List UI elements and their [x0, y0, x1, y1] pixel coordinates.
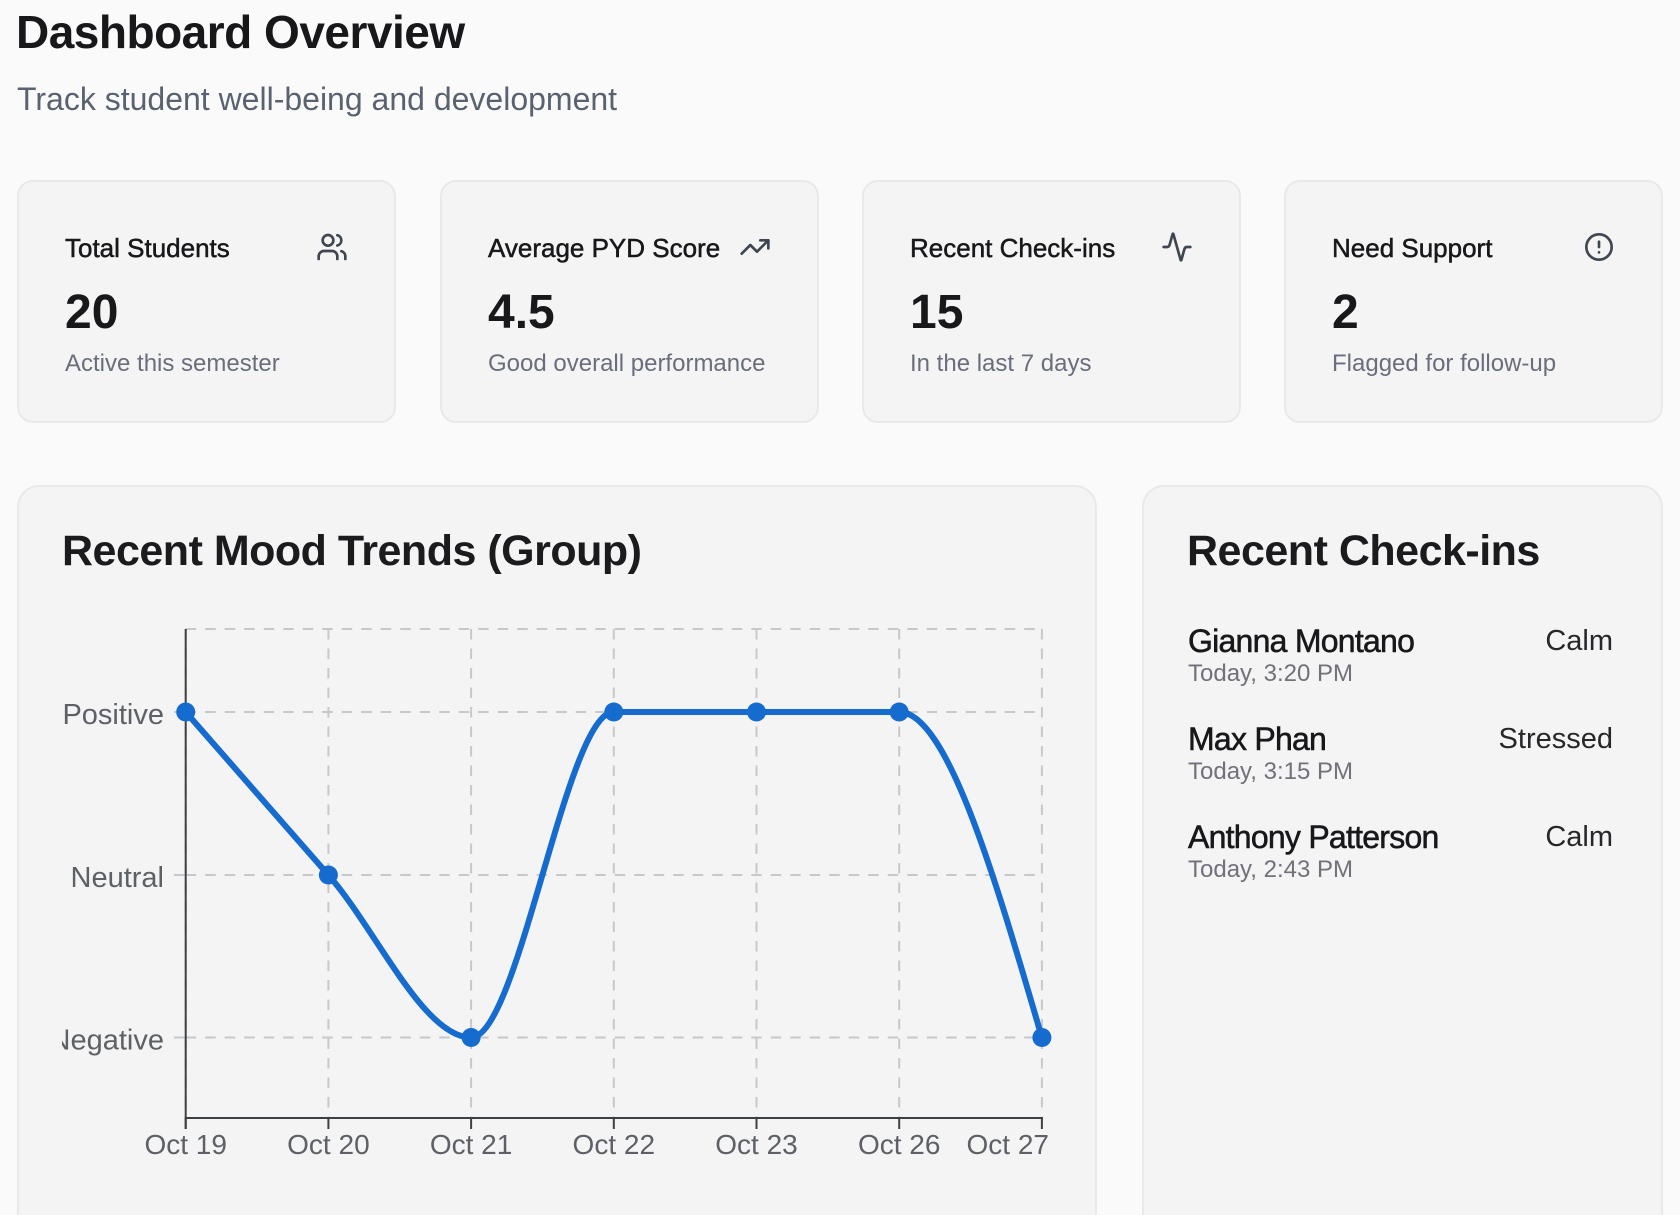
svg-text:Oct 27: Oct 27: [967, 1129, 1049, 1160]
svg-text:Oct 21: Oct 21: [430, 1129, 512, 1160]
svg-text:Oct 26: Oct 26: [858, 1129, 940, 1160]
svg-text:Oct 23: Oct 23: [715, 1129, 797, 1160]
svg-text:Oct 19: Oct 19: [144, 1129, 226, 1160]
svg-text:Positive: Positive: [62, 699, 164, 731]
svg-text:Oct 20: Oct 20: [287, 1129, 369, 1160]
svg-text:Negative: Negative: [57, 1025, 164, 1057]
svg-text:Neutral: Neutral: [71, 862, 165, 894]
svg-text:Oct 22: Oct 22: [573, 1129, 655, 1160]
